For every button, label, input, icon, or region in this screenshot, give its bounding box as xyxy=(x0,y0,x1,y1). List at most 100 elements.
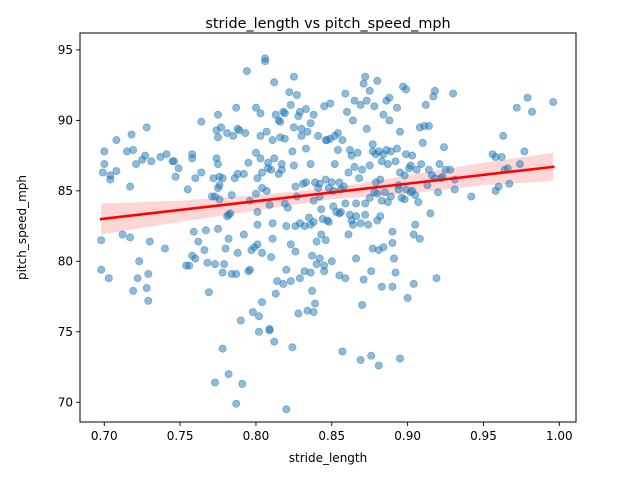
data-point xyxy=(215,195,224,204)
data-point xyxy=(201,226,210,235)
x-tick-label: 1.00 xyxy=(546,429,573,443)
data-point xyxy=(268,219,277,228)
data-point xyxy=(450,185,459,194)
data-point xyxy=(365,161,374,170)
y-tick-label: 70 xyxy=(58,396,73,410)
data-point xyxy=(385,93,394,102)
data-point xyxy=(221,244,230,253)
data-point xyxy=(376,175,385,184)
data-point xyxy=(388,227,397,236)
data-point xyxy=(282,265,291,274)
data-point xyxy=(358,165,367,174)
data-point xyxy=(361,199,370,208)
data-point xyxy=(226,209,235,218)
data-point xyxy=(162,150,171,159)
data-point xyxy=(449,89,458,98)
data-point xyxy=(239,169,248,178)
x-tick-label: 0.75 xyxy=(167,429,194,443)
data-point xyxy=(144,269,153,278)
data-point xyxy=(215,181,224,190)
data-point xyxy=(377,282,386,291)
data-point xyxy=(379,110,388,119)
data-point xyxy=(365,193,374,202)
y-tick-label: 85 xyxy=(58,184,73,198)
data-point xyxy=(353,148,362,157)
data-point xyxy=(210,378,219,387)
data-point xyxy=(262,186,271,195)
data-point xyxy=(409,279,418,288)
data-point xyxy=(268,136,277,145)
data-point xyxy=(333,145,342,154)
data-point xyxy=(385,116,394,125)
data-point xyxy=(301,105,310,114)
data-point xyxy=(344,168,353,177)
data-point xyxy=(283,203,292,212)
data-point xyxy=(549,98,558,107)
data-point xyxy=(224,370,233,379)
data-point xyxy=(197,117,206,126)
data-point xyxy=(232,269,241,278)
data-points-layer xyxy=(97,54,558,414)
data-point xyxy=(232,399,241,408)
data-point xyxy=(367,351,376,360)
data-point xyxy=(268,234,277,243)
data-point xyxy=(295,274,304,283)
data-point xyxy=(213,133,222,142)
data-point xyxy=(309,217,318,226)
data-point xyxy=(432,274,441,283)
data-point xyxy=(248,308,257,317)
data-point xyxy=(294,309,303,318)
data-point xyxy=(239,230,248,239)
data-point xyxy=(383,160,392,169)
data-point xyxy=(270,78,279,87)
data-point xyxy=(311,299,320,308)
data-point xyxy=(421,100,430,109)
data-point xyxy=(341,199,350,208)
x-axis-ticks: 0.70 0.75 0.80 0.85 0.90 0.95 1.00 xyxy=(91,422,573,443)
data-point xyxy=(411,191,420,200)
data-point xyxy=(289,72,298,81)
data-point xyxy=(191,254,200,263)
data-point xyxy=(352,212,361,221)
data-point xyxy=(400,195,409,204)
data-point xyxy=(368,140,377,149)
data-point xyxy=(314,131,323,140)
data-point xyxy=(217,123,226,132)
data-point xyxy=(411,220,420,229)
data-point xyxy=(126,182,135,191)
data-point xyxy=(309,110,318,119)
data-point xyxy=(280,134,289,143)
data-point xyxy=(160,244,169,253)
y-tick-label: 95 xyxy=(58,43,73,57)
data-point xyxy=(261,54,270,63)
data-point xyxy=(100,147,109,156)
data-point xyxy=(367,267,376,276)
data-point xyxy=(264,158,273,167)
data-point xyxy=(306,160,315,169)
data-point xyxy=(289,161,298,170)
data-point xyxy=(145,237,154,246)
data-point xyxy=(391,268,400,277)
data-point xyxy=(100,160,109,169)
chart-title: stride_length vs pitch_speed_mph xyxy=(205,16,450,32)
data-point xyxy=(189,227,198,236)
data-point xyxy=(270,154,279,163)
data-point xyxy=(286,100,295,109)
data-point xyxy=(210,260,219,269)
data-point xyxy=(200,246,209,255)
data-point xyxy=(361,210,370,219)
data-point xyxy=(306,268,315,277)
data-point xyxy=(251,189,260,198)
data-point xyxy=(356,355,365,364)
data-point xyxy=(348,116,357,125)
data-point xyxy=(412,165,421,174)
data-point xyxy=(348,220,357,229)
data-point xyxy=(394,185,403,194)
data-point xyxy=(126,233,135,242)
data-point xyxy=(350,96,359,105)
data-point xyxy=(256,109,265,118)
data-point xyxy=(285,88,294,97)
data-point xyxy=(408,151,417,160)
data-point xyxy=(418,138,427,147)
